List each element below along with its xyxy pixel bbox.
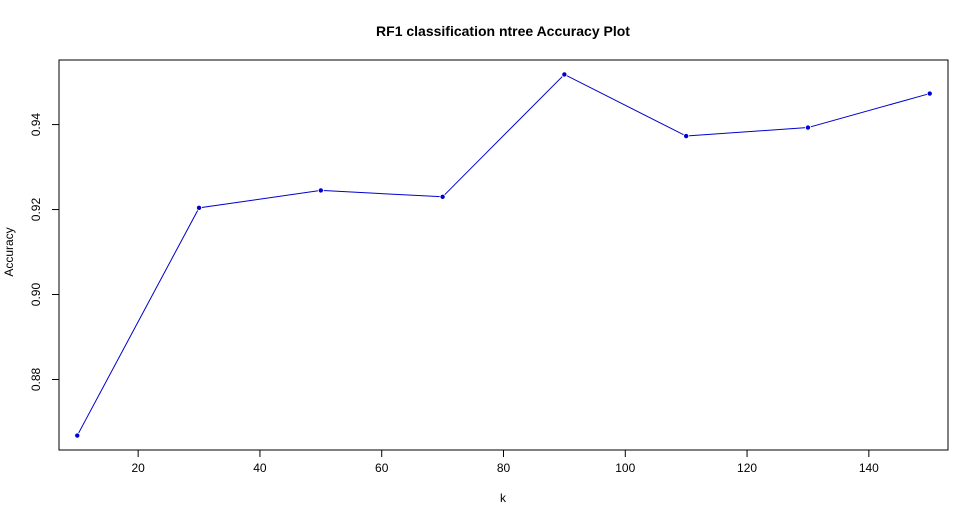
- x-tick-label: 20: [131, 461, 145, 475]
- x-tick-label: 80: [497, 461, 511, 475]
- plot-frame: [58, 59, 949, 451]
- y-tick-label: 0.92: [29, 198, 43, 222]
- data-point: [317, 187, 324, 194]
- x-axis-label: k: [500, 491, 507, 505]
- x-tick-label: 40: [253, 461, 267, 475]
- data-point: [196, 204, 203, 211]
- y-axis: 0.88 0.90 0.92 0.94: [29, 113, 60, 391]
- data-point: [926, 90, 933, 97]
- x-tick-label: 140: [859, 461, 879, 475]
- x-tick-label: 60: [375, 461, 389, 475]
- y-tick-label: 0.90: [29, 283, 43, 307]
- data-point: [683, 133, 690, 140]
- x-tick-label: 100: [615, 461, 635, 475]
- x-axis: 20 40 60 80 100 120 140: [131, 449, 879, 475]
- y-tick-label: 0.94: [29, 113, 43, 137]
- data-point: [561, 71, 568, 78]
- series-line: [76, 73, 930, 436]
- y-tick-label: 0.88: [29, 367, 43, 391]
- x-tick-label: 120: [737, 461, 757, 475]
- series-layer: [74, 71, 933, 439]
- data-point: [74, 432, 81, 439]
- chart-title: RF1 classification ntree Accuracy Plot: [376, 23, 630, 39]
- data-point: [804, 124, 811, 131]
- data-point: [439, 193, 446, 200]
- y-axis-label: Accuracy: [2, 227, 16, 276]
